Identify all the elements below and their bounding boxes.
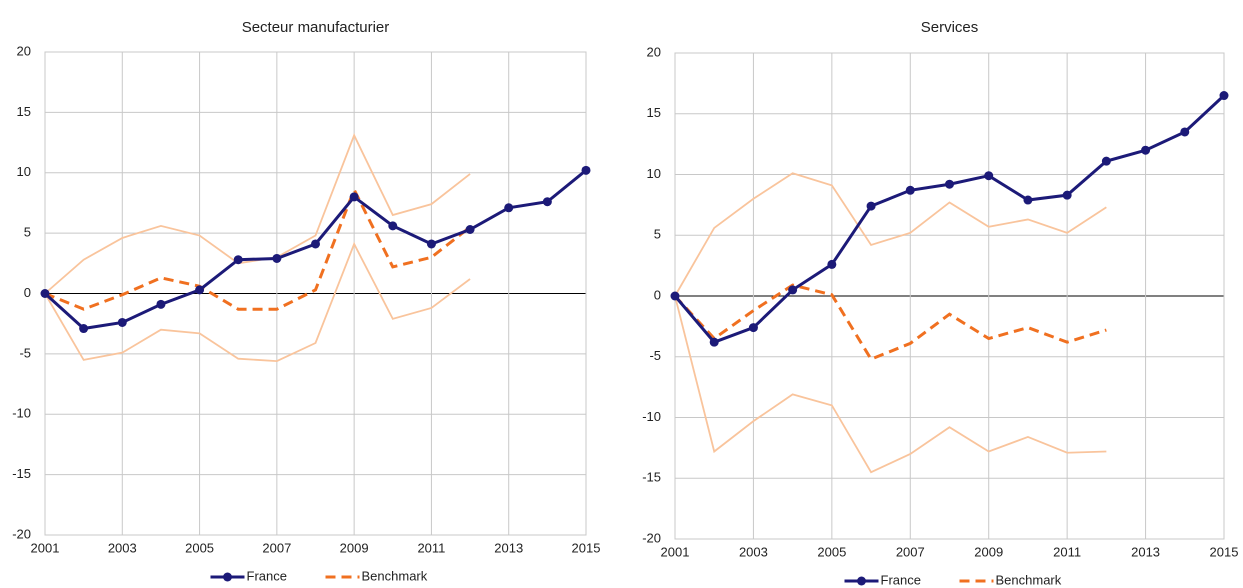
- chart-title: Services: [921, 19, 979, 36]
- point: [945, 179, 954, 189]
- point: [1062, 190, 1072, 200]
- y-tick-label: -20: [642, 530, 661, 545]
- x-tick-label: 2013: [494, 540, 523, 555]
- point: [504, 203, 514, 213]
- legend-label: Benchmark: [996, 572, 1062, 587]
- y-tick-label: 10: [17, 164, 31, 179]
- x-tick-label: 2001: [661, 544, 690, 559]
- y-tick-label: 10: [647, 166, 661, 181]
- point: [709, 337, 719, 347]
- point: [748, 323, 758, 333]
- point: [984, 171, 994, 181]
- point: [388, 221, 398, 231]
- x-tick-label: 2007: [262, 540, 291, 555]
- point: [866, 201, 876, 211]
- point: [156, 299, 166, 309]
- legend-label: France: [881, 572, 921, 587]
- series-line: [674, 295, 1107, 474]
- x-tick-label: 2005: [185, 540, 214, 555]
- x-tick-label: 2007: [896, 544, 925, 559]
- point: [426, 239, 436, 249]
- point: [465, 225, 475, 235]
- series-line: [44, 133, 471, 295]
- y-tick-label: -15: [12, 466, 31, 481]
- x-tick-label: 2009: [974, 544, 1003, 559]
- x-tick-label: 2003: [108, 540, 137, 555]
- point: [195, 285, 205, 295]
- legend-label: France: [247, 568, 287, 583]
- series-line: [44, 241, 471, 363]
- x-tick-label: 2011: [417, 540, 445, 555]
- legend-marker: [857, 576, 866, 586]
- y-tick-label: -20: [12, 526, 31, 541]
- point: [1219, 91, 1229, 101]
- y-tick-label: -10: [642, 409, 661, 424]
- point: [1141, 145, 1151, 155]
- x-tick-label: 2001: [31, 540, 60, 555]
- y-tick-label: 20: [17, 43, 31, 58]
- series-line: [43, 169, 587, 331]
- point: [40, 289, 50, 298]
- point: [670, 291, 680, 301]
- point: [1023, 195, 1033, 205]
- point: [1101, 156, 1111, 166]
- x-tick-label: 2003: [739, 544, 768, 559]
- y-tick-label: -5: [649, 348, 661, 363]
- y-tick-label: -5: [19, 345, 31, 360]
- x-tick-label: 2009: [340, 540, 369, 555]
- point: [311, 239, 320, 249]
- x-tick-label: 2015: [572, 540, 601, 555]
- y-tick-label: 20: [647, 44, 661, 59]
- point: [79, 324, 89, 334]
- x-tick-label: 2011: [1053, 544, 1081, 559]
- point: [1180, 127, 1190, 137]
- point: [827, 259, 837, 269]
- point: [581, 165, 591, 175]
- y-tick-label: -10: [12, 406, 31, 421]
- y-tick-label: 0: [654, 287, 661, 302]
- y-tick-label: 15: [647, 105, 661, 120]
- series-line: [673, 283, 1107, 362]
- series-line: [44, 185, 471, 311]
- point: [542, 197, 552, 207]
- y-tick-label: 5: [24, 225, 31, 240]
- x-tick-label: 2013: [1131, 544, 1160, 559]
- point: [117, 317, 127, 327]
- y-tick-label: 0: [24, 285, 31, 300]
- point: [349, 192, 359, 202]
- x-tick-label: 2015: [1210, 544, 1239, 559]
- point: [233, 255, 243, 265]
- y-tick-label: -15: [642, 470, 661, 485]
- y-tick-label: 5: [654, 227, 661, 242]
- x-tick-label: 2005: [817, 544, 846, 559]
- y-tick-label: 15: [17, 104, 31, 119]
- legend-label: Benchmark: [362, 568, 428, 583]
- point: [272, 253, 282, 263]
- point: [905, 185, 915, 195]
- legend-marker: [223, 572, 232, 582]
- point: [788, 285, 798, 295]
- chart-title: Secteur manufacturier: [242, 19, 390, 36]
- series-line: [673, 94, 1226, 344]
- series-line: [674, 172, 1107, 297]
